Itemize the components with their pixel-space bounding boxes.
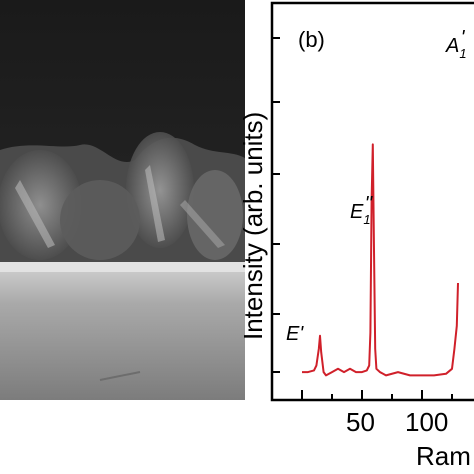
raman-plot: (b) E' E1'' A1' Intensity (arb. units) 5… — [238, 1, 474, 471]
panel-label: (b) — [298, 27, 325, 52]
x-tick-label-100: 100 — [405, 407, 448, 437]
spectrum-line — [302, 143, 459, 377]
peak-label-e1-double-prime: E1'' — [350, 193, 373, 227]
x-tick-label-50: 50 — [346, 407, 375, 437]
sem-micrograph — [0, 0, 245, 400]
peak-label-e-prime: E' — [286, 323, 304, 345]
y-axis-ticks — [272, 37, 280, 373]
y-axis-label: Intensity (arb. units) — [238, 112, 268, 340]
peak-label-a1-prime: A1' — [445, 27, 467, 61]
x-axis-ticks — [301, 390, 453, 400]
x-axis-label: Ram — [416, 441, 471, 471]
